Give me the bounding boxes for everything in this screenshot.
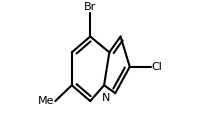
Text: N: N	[102, 92, 110, 103]
Text: Me: Me	[38, 96, 55, 106]
Text: Cl: Cl	[152, 62, 162, 72]
Text: Br: Br	[84, 2, 96, 12]
